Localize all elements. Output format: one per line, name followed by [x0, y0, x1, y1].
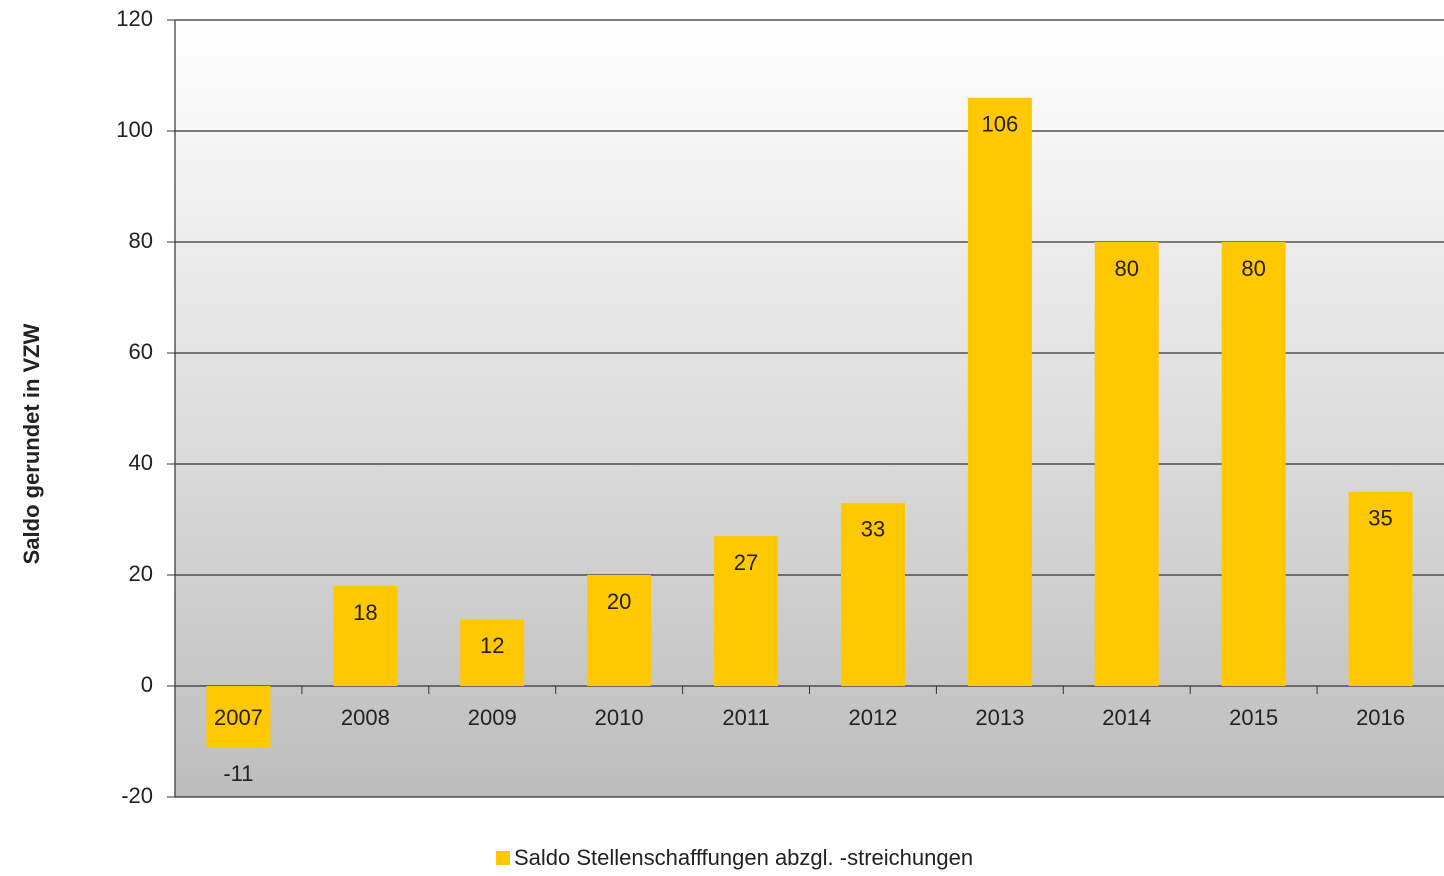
value-label: -11 — [223, 761, 253, 786]
bar — [840, 502, 905, 686]
value-label: 35 — [1368, 506, 1392, 531]
value-label: 106 — [981, 112, 1018, 137]
bar — [714, 536, 779, 686]
bar — [587, 575, 652, 686]
bar — [206, 686, 271, 748]
bar — [1094, 242, 1159, 686]
bar — [1221, 242, 1286, 686]
x-tick-label: 2014 — [1102, 705, 1151, 730]
x-tick-label: 2016 — [1356, 705, 1405, 730]
value-label: 27 — [734, 550, 758, 575]
y-tick-label: 20 — [129, 561, 153, 586]
value-label: 20 — [607, 589, 631, 614]
y-tick-label: 40 — [129, 450, 153, 475]
y-axis-label: Saldo gerundet in VZW — [19, 323, 44, 564]
value-label: 80 — [1115, 256, 1139, 281]
x-tick-label: 2008 — [341, 705, 390, 730]
y-tick-label: 100 — [116, 117, 153, 142]
x-tick-label: 2015 — [1229, 705, 1278, 730]
x-tick-label: 2009 — [468, 705, 517, 730]
legend-label: Saldo Stellenschafffungen abzgl. -streic… — [514, 845, 973, 870]
bar — [460, 619, 525, 686]
value-label: 80 — [1241, 256, 1265, 281]
bar — [333, 586, 398, 686]
x-tick-label: 2010 — [595, 705, 644, 730]
y-tick-label: -20 — [121, 783, 153, 808]
bar — [967, 97, 1032, 686]
y-tick-label: 80 — [129, 228, 153, 253]
x-tick-label: 2013 — [975, 705, 1024, 730]
bar — [1348, 491, 1413, 686]
value-label: 18 — [353, 600, 377, 625]
value-label: 33 — [861, 517, 885, 542]
x-tick-label: 2012 — [848, 705, 897, 730]
x-tick-label: 2007 — [214, 705, 263, 730]
value-label: 12 — [480, 633, 504, 658]
y-tick-label: 0 — [141, 672, 153, 697]
legend-swatch — [496, 851, 510, 865]
y-tick-label: 60 — [129, 339, 153, 364]
y-tick-label: 120 — [116, 6, 153, 31]
x-tick-label: 2011 — [722, 705, 769, 730]
